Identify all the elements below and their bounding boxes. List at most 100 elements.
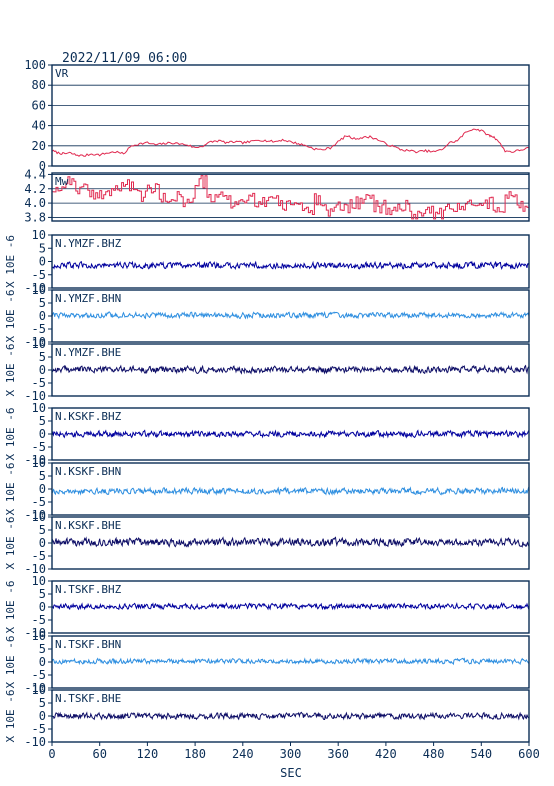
- panel-frame: [51, 407, 530, 461]
- y-tick-label: 4.2: [24, 182, 46, 196]
- trace-line: [51, 128, 530, 157]
- y-tick-label: 10: [32, 629, 46, 643]
- y-tick-label: 4.4: [24, 167, 46, 181]
- panel-frame: [51, 64, 530, 167]
- trace-line: [51, 486, 530, 496]
- y-tick-label: -10: [24, 335, 46, 349]
- panel-frame: [51, 289, 530, 343]
- panel-mw: 3.84.04.24.4 Mw: [24, 167, 530, 224]
- panel-frame: [51, 580, 530, 634]
- y-tick-label: 10: [32, 683, 46, 697]
- y-tick-label: -10: [24, 281, 46, 295]
- panel-frame: [51, 343, 530, 397]
- y-tick-label: 10: [32, 283, 46, 297]
- y-tick-label: -5: [32, 613, 46, 627]
- y-tick-label: -10: [24, 453, 46, 467]
- trace-line: [51, 364, 530, 375]
- x-tick-label: 0: [48, 747, 55, 761]
- y-tick-label: -10: [24, 508, 46, 522]
- y-tick-label: 5: [39, 469, 46, 483]
- y-axis-unit-label: X 10E -6: [4, 517, 17, 570]
- y-tick-label: -5: [32, 322, 46, 336]
- y-tick-label: 0: [39, 363, 46, 377]
- x-tick-label: 480: [423, 747, 445, 761]
- y-tick-label: 0: [39, 709, 46, 723]
- y-axis-unit-label: X 10E -6: [4, 690, 17, 743]
- y-tick-label: 0: [39, 159, 46, 173]
- trace-line: [51, 310, 530, 320]
- x-tick-label: 180: [184, 747, 206, 761]
- y-tick-label: 10: [32, 401, 46, 415]
- y-tick-label: 10: [32, 456, 46, 470]
- x-tick-label: 540: [470, 747, 492, 761]
- y-tick-label: 10: [32, 228, 46, 242]
- y-tick-label: 20: [32, 139, 46, 153]
- y-tick-label: 0: [39, 536, 46, 550]
- x-axis-ticks: 0 60 120 180 240 300 360 420 480 540 600: [48, 742, 540, 761]
- x-tick-label: 420: [375, 747, 397, 761]
- y-tick-label: 0: [39, 655, 46, 669]
- y-axis-unit-label: X 10E -6: [4, 235, 17, 288]
- y-tick-label: 0: [39, 600, 46, 614]
- panel-frame: [51, 172, 530, 222]
- x-axis-label: SEC: [280, 766, 302, 780]
- panel-frame: [51, 635, 530, 689]
- y-tick-label: 10: [32, 337, 46, 351]
- y-tick-label: -5: [32, 549, 46, 563]
- panel-label: N.YMZF.BHN: [55, 292, 121, 305]
- panel-label: N.YMZF.BHZ: [55, 237, 122, 250]
- y-tick-label: 60: [32, 98, 46, 112]
- y-tick-label: -10: [24, 626, 46, 640]
- y-tick-label: 0: [39, 427, 46, 441]
- y-axis-unit-label: X 10E -6: [4, 581, 17, 634]
- trace-line: [51, 657, 530, 666]
- trace-line: [51, 429, 530, 439]
- y-axis-unit-label: X 10E -6: [4, 408, 17, 461]
- trace-line: [52, 175, 529, 220]
- y-tick-label: 5: [39, 696, 46, 710]
- y-tick-label: 100: [24, 58, 46, 72]
- y-tick-label: -10: [24, 735, 46, 749]
- panel-label: N.TSKF.BHZ: [55, 583, 122, 596]
- y-axis-unit-label: X 10E -6: [4, 344, 17, 397]
- y-tick-label: -5: [32, 495, 46, 509]
- panel-frame: [51, 516, 530, 570]
- y-tick-label: 0: [39, 482, 46, 496]
- y-tick-label: 10: [32, 574, 46, 588]
- trace-line: [51, 260, 530, 271]
- y-tick-label: -5: [32, 440, 46, 454]
- y-axis-unit-label: X 10E -6: [4, 290, 17, 343]
- y-tick-label: 4.0: [24, 196, 46, 210]
- x-tick-label: 60: [92, 747, 106, 761]
- y-axis-unit-label: X 10E -6: [4, 463, 17, 516]
- panel-label: N.KSKF.BHZ: [55, 410, 122, 423]
- y-tick-label: 3.8: [24, 210, 46, 224]
- x-tick-label: 240: [232, 747, 254, 761]
- y-tick-label: 40: [32, 119, 46, 133]
- y-tick-label: -5: [32, 668, 46, 682]
- y-tick-label: 5: [39, 587, 46, 601]
- panel-label: N.KSKF.BHN: [55, 465, 121, 478]
- y-tick-label: 0: [39, 255, 46, 269]
- y-tick-label: 80: [32, 78, 46, 92]
- panel-label: N.YMZF.BHE: [55, 346, 121, 359]
- y-tick-label: 0: [39, 309, 46, 323]
- y-tick-label: 5: [39, 296, 46, 310]
- y-tick-label: -10: [24, 562, 46, 576]
- y-tick-label: -5: [32, 376, 46, 390]
- x-tick-label: 600: [518, 747, 540, 761]
- panel-frame: [51, 234, 530, 289]
- panel-label: N.TSKF.BHN: [55, 638, 121, 651]
- trace-line: [51, 601, 530, 611]
- y-tick-label: 5: [39, 642, 46, 656]
- panels-group: 020406080100VR3.84.04.24.4Mw-10-50510N.Y…: [4, 58, 530, 749]
